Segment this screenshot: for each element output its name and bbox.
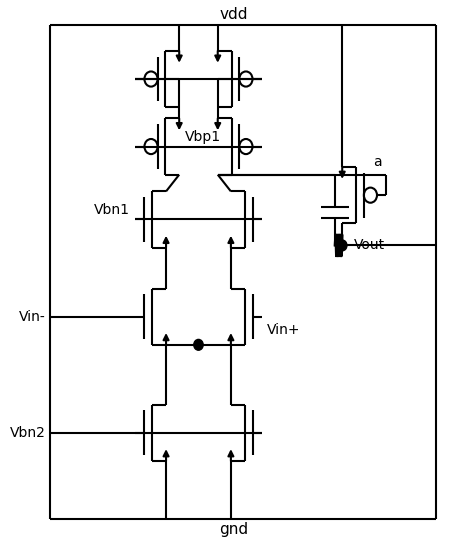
Text: Vout: Vout bbox=[354, 238, 385, 253]
Text: gnd: gnd bbox=[219, 522, 248, 537]
Text: Vbn1: Vbn1 bbox=[94, 203, 130, 217]
Text: vdd: vdd bbox=[219, 7, 248, 22]
Text: Vin+: Vin+ bbox=[266, 323, 300, 337]
Text: a: a bbox=[373, 155, 381, 169]
Circle shape bbox=[194, 339, 203, 350]
Text: Vbn2: Vbn2 bbox=[10, 426, 46, 440]
Circle shape bbox=[337, 240, 347, 251]
Text: Vbp1: Vbp1 bbox=[185, 130, 221, 144]
Text: Vin-: Vin- bbox=[19, 309, 46, 324]
